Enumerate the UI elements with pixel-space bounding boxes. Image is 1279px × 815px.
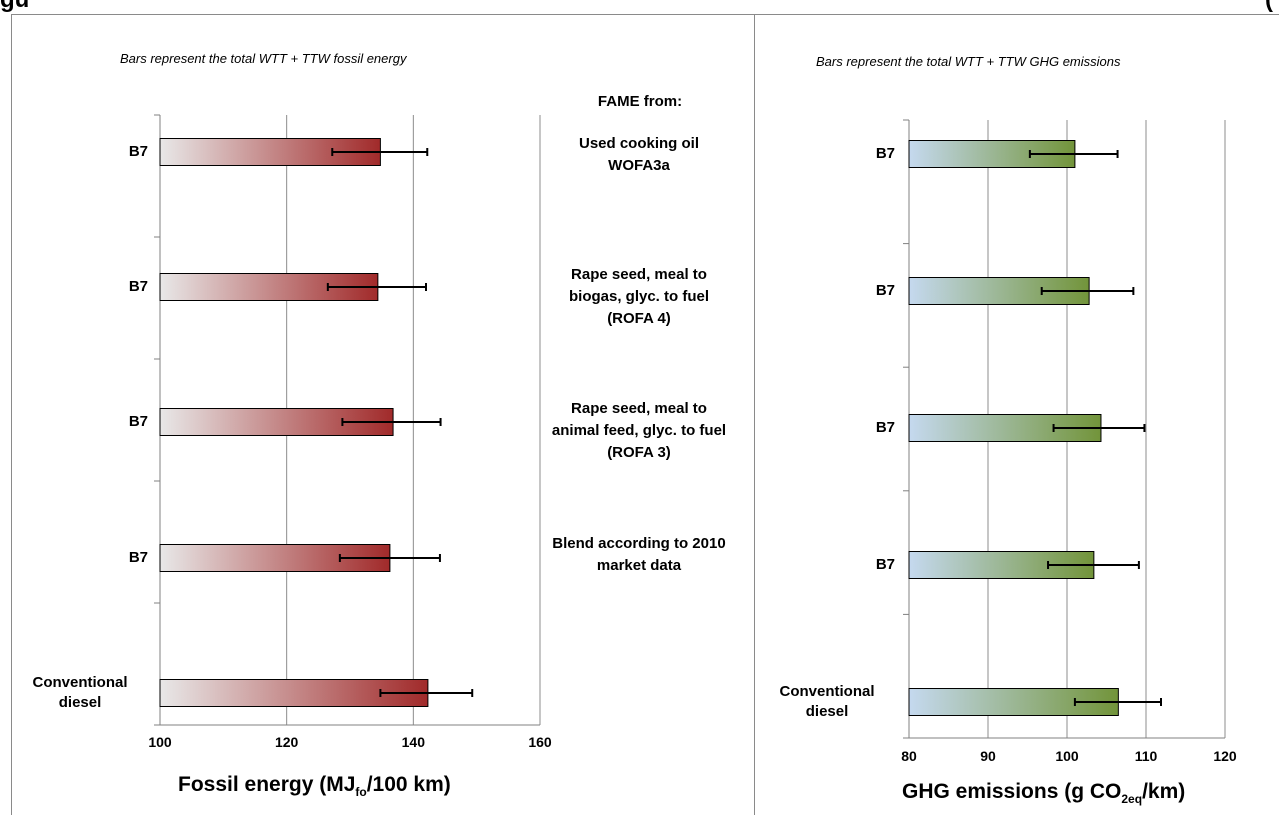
ghg-bar xyxy=(908,551,1095,579)
ghg-emissions-chart xyxy=(903,119,1226,739)
fossil-x-tick-label: 120 xyxy=(274,734,299,750)
ghg-category-label: B7 xyxy=(875,282,895,299)
left-x-axis-title: Fossil energy (MJfo/100 km) xyxy=(178,773,451,799)
fossil-category-label: Conventional diesel xyxy=(32,674,128,711)
figure-title-right-fragment: ( xyxy=(1265,0,1273,14)
right-chart-note: Bars represent the total WTT + TTW GHG e… xyxy=(816,54,1121,69)
fame-description-3: Rape seed, meal to animal feed, glyc. to… xyxy=(551,400,727,461)
left-panel-frame xyxy=(11,14,755,815)
left-x-axis-title-tail: /100 km) xyxy=(366,773,451,796)
fossil-category-label: B7 xyxy=(128,278,148,295)
fossil-energy-chart xyxy=(154,114,541,726)
figure-title-strip: gu ( xyxy=(0,0,1279,14)
fame-header: FAME from: xyxy=(597,93,683,110)
fossil-category-label: B7 xyxy=(128,549,148,566)
right-x-axis-title-tail: /km) xyxy=(1142,780,1186,803)
right-x-axis-title-main: GHG emissions (g CO xyxy=(902,780,1122,803)
ghg-x-tick-label: 90 xyxy=(980,748,996,764)
right-panel-frame xyxy=(754,14,1279,815)
right-x-axis-title: GHG emissions (g CO2eq/km) xyxy=(902,780,1185,806)
left-x-axis-title-sub: fo xyxy=(355,785,367,800)
fame-description-2: Rape seed, meal to biogas, glyc. to fuel… xyxy=(568,266,710,327)
fame-description-4: Blend according to 2010 market data xyxy=(552,535,726,574)
fossil-category-label: B7 xyxy=(128,413,148,430)
ghg-x-tick-label: 120 xyxy=(1213,748,1237,764)
figure-title-left-fragment: gu xyxy=(0,0,29,14)
ghg-category-label: B7 xyxy=(875,556,895,573)
ghg-x-tick-label: 100 xyxy=(1055,748,1079,764)
left-chart-note: Bars represent the total WTT + TTW fossi… xyxy=(120,51,407,66)
ghg-category-label: B7 xyxy=(875,419,895,436)
left-x-axis-title-main: Fossil energy (MJ xyxy=(178,773,356,796)
right-x-axis-title-sub: 2eq xyxy=(1121,792,1143,807)
ghg-category-label: Conventional diesel xyxy=(779,683,875,720)
fossil-x-tick-label: 140 xyxy=(401,734,425,750)
fossil-category-label: B7 xyxy=(128,143,148,160)
ghg-category-label: B7 xyxy=(875,145,895,162)
fame-description-1: Used cooking oil WOFA3a xyxy=(578,135,699,174)
fossil-x-tick-label: 160 xyxy=(528,734,552,750)
fossil-x-tick-label: 100 xyxy=(148,734,172,750)
ghg-x-tick-label: 110 xyxy=(1134,748,1158,764)
ghg-x-tick-label: 80 xyxy=(901,748,917,764)
